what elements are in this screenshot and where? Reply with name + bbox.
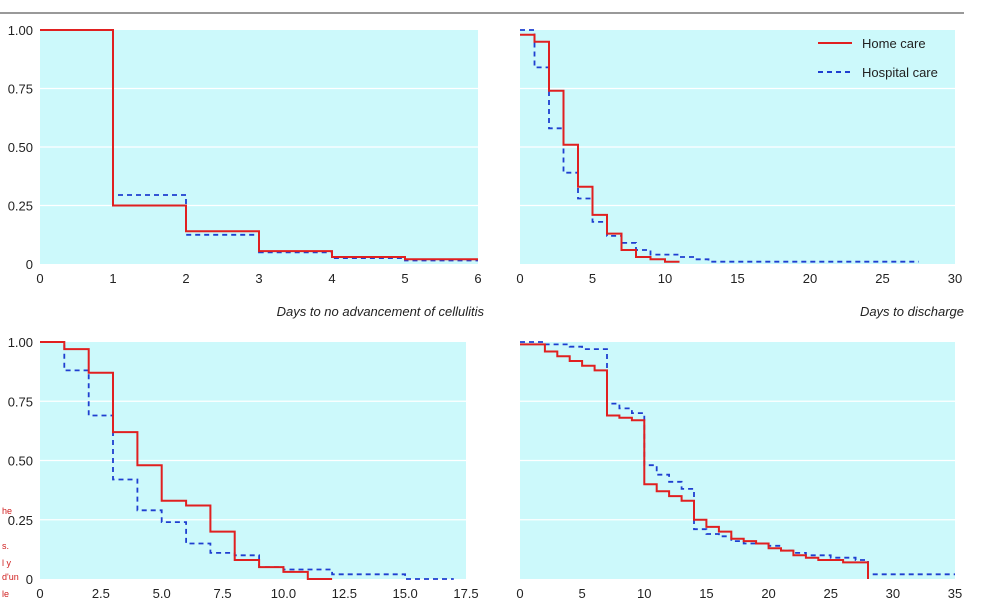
x-tick-label: 5 xyxy=(579,586,586,601)
x-tick-label: 1 xyxy=(109,271,116,286)
x-tick-label: 30 xyxy=(948,271,962,286)
panel-discharge: 0 5 10 15 20 25 30 xyxy=(516,29,962,286)
side-fragment-line: l y xyxy=(2,558,12,568)
y-tick-label: 0.25 xyxy=(8,513,33,528)
panel-bottom-left: 0 0.25 0.50 0.75 1.00 0 2.5 5.0 7.5 10.0 12.5 15.0 1… xyxy=(8,335,479,601)
x-tick-label: 25 xyxy=(823,586,837,601)
y-tick-label: 0.75 xyxy=(8,394,33,409)
x-tick-label: 0 xyxy=(516,586,523,601)
x-tick-label: 15.0 xyxy=(392,586,417,601)
y-tick-label: 0 xyxy=(26,572,33,587)
y-tick-label: 0.50 xyxy=(8,454,33,469)
side-fragment-text: he s. l y d'un le xyxy=(2,506,19,599)
legend-label-hospital-care: Hospital care xyxy=(862,65,938,80)
panel-bottom-right: 0 5 10 15 20 25 30 35 xyxy=(516,341,962,601)
x-axis-label-discharge: Days to discharge xyxy=(860,304,964,319)
side-fragment-line: he xyxy=(2,506,12,516)
legend-label-home-care: Home care xyxy=(862,36,926,51)
side-fragment-line: le xyxy=(2,589,9,599)
x-tick-label: 15 xyxy=(730,271,744,286)
x-tick-label: 0 xyxy=(36,271,43,286)
y-tick-label: 0.25 xyxy=(8,199,33,214)
x-tick-label: 5 xyxy=(589,271,596,286)
x-tick-label: 35 xyxy=(948,586,962,601)
y-tick-label: 0 xyxy=(26,257,33,272)
x-tick-label: 15 xyxy=(699,586,713,601)
side-fragment-line: s. xyxy=(2,541,9,551)
x-axis-label-no-advancement: Days to no advancement of cellulitis xyxy=(277,304,485,319)
series-line-home-care xyxy=(40,341,333,580)
series-line-home-care xyxy=(520,343,869,579)
series-line-home-care xyxy=(40,29,478,261)
x-tick-label: 0 xyxy=(516,271,523,286)
x-tick-label: 2 xyxy=(182,271,189,286)
y-tick-label: 0.75 xyxy=(8,82,33,97)
x-tick-label: 2.5 xyxy=(92,586,110,601)
x-tick-label: 10.0 xyxy=(271,586,296,601)
x-tick-label: 7.5 xyxy=(214,586,232,601)
x-tick-label: 3 xyxy=(255,271,262,286)
y-tick-label: 0.50 xyxy=(8,140,33,155)
series-line-hospital-care xyxy=(40,341,454,580)
series-line-hospital-care xyxy=(520,341,955,576)
y-tick-label: 1.00 xyxy=(8,335,33,350)
series-line-home-care xyxy=(520,33,680,263)
x-tick-label: 25 xyxy=(875,271,889,286)
x-tick-label: 5 xyxy=(401,271,408,286)
x-tick-label: 17.5 xyxy=(453,586,478,601)
x-tick-label: 20 xyxy=(761,586,775,601)
x-tick-label: 6 xyxy=(474,271,481,286)
y-tick-label: 1.00 xyxy=(8,23,33,38)
side-fragment-line: d'un xyxy=(2,572,19,582)
x-tick-label: 0 xyxy=(36,586,43,601)
legend: Home care Hospital care xyxy=(818,36,938,80)
x-tick-label: 12.5 xyxy=(332,586,357,601)
x-tick-label: 4 xyxy=(328,271,335,286)
x-tick-label: 5.0 xyxy=(153,586,171,601)
x-tick-label: 30 xyxy=(886,586,900,601)
panel-no-advancement: 0 0.25 0.50 0.75 1.00 0 1 2 3 4 5 6 xyxy=(8,23,482,286)
x-tick-label: 10 xyxy=(658,271,672,286)
x-tick-label: 20 xyxy=(803,271,817,286)
x-tick-label: 10 xyxy=(637,586,651,601)
